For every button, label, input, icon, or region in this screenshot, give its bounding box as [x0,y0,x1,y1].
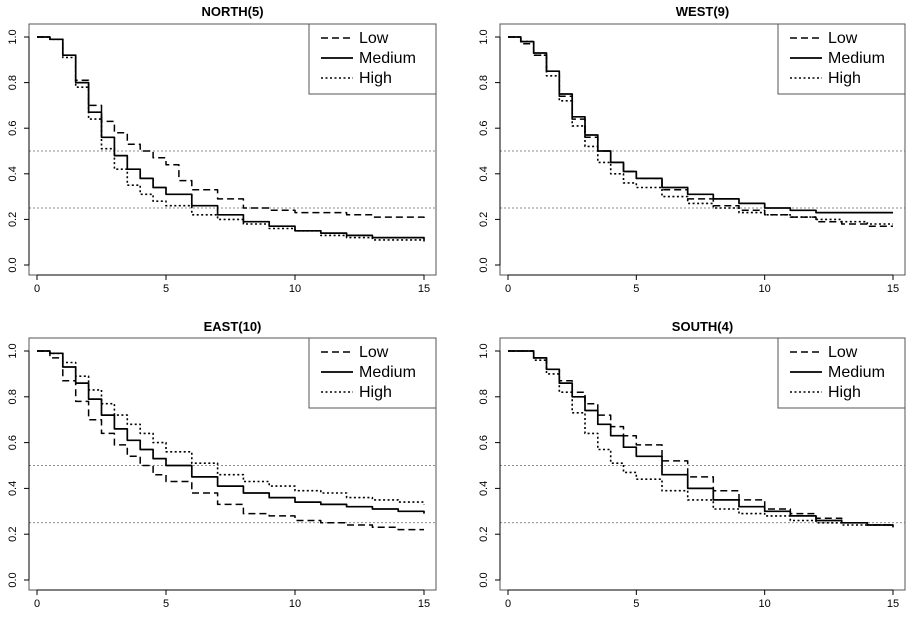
legend: Low Medium High [777,23,906,95]
x-tick-label: 0 [34,283,40,295]
legend-label-high: High [359,384,392,401]
y-tick-label: 0.6 [7,121,19,136]
series-line-low [37,350,424,531]
legend-label-low: Low [359,344,389,361]
legend-label-high: High [828,70,861,87]
x-tick-label: 5 [633,598,639,610]
chart-panel: EAST(10) 0 5 10 15 0.0 0.2 0.4 0.6 0.8 1.0 Low Mediu… [7,319,437,610]
legend-label-low: Low [359,30,389,47]
series-line-medium [37,36,425,240]
y-tick-label: 0.0 [7,257,19,272]
legend-box [777,337,906,409]
y-tick-label: 1.0 [7,29,19,44]
x-tick-label: 15 [887,598,899,610]
y-tick-label: 0.2 [478,527,490,542]
y-tick-label: 0.4 [478,481,490,496]
y-tick-label: 0.6 [7,435,19,450]
y-tick-label: 0.4 [478,166,490,181]
y-tick-label: 0.8 [7,75,19,90]
series-line-medium [508,36,893,214]
legend: Low Medium High [308,23,437,95]
y-tick-label: 0.2 [7,527,19,542]
x-tick-label: 10 [289,598,301,610]
y-tick-label: 0.0 [7,572,19,587]
x-tick-label: 10 [759,283,771,295]
x-tick-label: 5 [163,598,169,610]
y-tick-label: 1.0 [478,343,490,358]
legend-label-medium: Medium [359,50,416,67]
series-line-high [37,36,425,243]
panel-title: EAST(10) [204,319,262,334]
legend: Low Medium High [308,337,437,409]
x-tick-label: 15 [418,283,430,295]
series-line-high [508,36,893,225]
y-tick-label: 0.6 [478,435,490,450]
chart-panel: WEST(9) 0 5 10 15 0.0 0.2 0.4 0.6 0.8 1.0 Low Medium… [478,4,906,295]
legend-label-high: High [828,384,861,401]
y-tick-label: 0.0 [478,257,490,272]
y-tick-label: 0.8 [478,75,490,90]
y-tick-label: 0.2 [7,212,19,227]
x-tick-label: 10 [759,598,771,610]
x-tick-label: 10 [289,283,301,295]
y-tick-label: 1.0 [7,343,19,358]
y-tick-label: 1.0 [478,29,490,44]
x-tick-label: 0 [34,598,40,610]
legend-box [308,337,437,409]
x-tick-label: 15 [887,283,899,295]
y-tick-label: 0.4 [7,166,19,181]
y-tick-label: 0.8 [7,389,19,404]
series-line-high [37,350,425,505]
legend-label-high: High [359,70,392,87]
panel-title: WEST(9) [676,4,729,19]
legend-label-low: Low [828,30,858,47]
series-line-low [37,36,425,222]
legend-label-low: Low [828,344,858,361]
chart-panel: SOUTH(4) 0 5 10 15 0.0 0.2 0.4 0.6 0.8 1.0 Low Mediu… [478,319,906,610]
y-tick-label: 0.4 [7,481,19,496]
y-tick-label: 0.8 [478,389,490,404]
y-tick-label: 0.0 [478,572,490,587]
legend-label-medium: Medium [828,50,885,67]
y-tick-label: 0.6 [478,121,490,136]
x-tick-label: 5 [163,283,169,295]
panel-title: NORTH(5) [201,4,263,19]
series-line-high [508,350,893,526]
series-line-medium [37,350,425,514]
x-tick-label: 0 [505,283,511,295]
series-line-low [508,350,894,528]
legend-box [777,23,906,95]
legend-box [308,23,437,95]
legend: Low Medium High [777,337,906,409]
panel-title: SOUTH(4) [672,319,733,334]
legend-label-medium: Medium [828,364,885,381]
x-tick-label: 15 [418,598,430,610]
x-tick-label: 5 [633,283,639,295]
x-tick-label: 0 [505,598,511,610]
chart-panel: NORTH(5) 0 5 10 15 0.0 0.2 0.4 0.6 0.8 1.0 Low Mediu… [7,4,437,295]
y-tick-label: 0.2 [478,212,490,227]
legend-label-medium: Medium [359,364,416,381]
